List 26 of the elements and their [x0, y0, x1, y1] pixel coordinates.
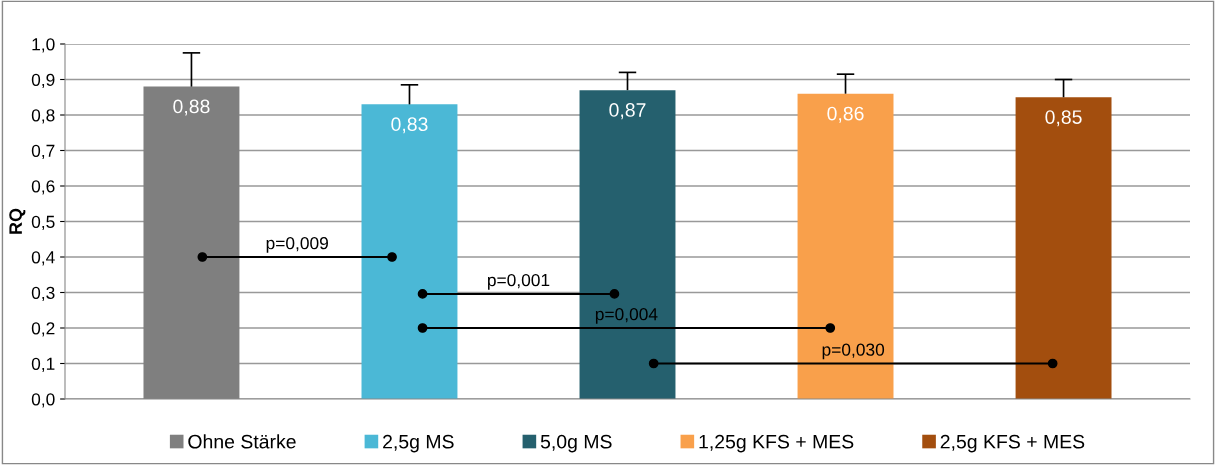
- y-tick-label: 0,8: [31, 109, 55, 124]
- data-label: 0,87: [609, 103, 646, 120]
- legend-label: 5,0g MS: [540, 434, 612, 453]
- y-tick-label: 0,2: [31, 322, 55, 337]
- y-axis-title: RQ: [9, 208, 26, 234]
- y-tick-label: 0,7: [31, 144, 55, 160]
- data-label: 0,88: [173, 99, 210, 116]
- legend-label: 2,5g KFS + MES: [940, 434, 1085, 453]
- y-tick-label: 1,0: [32, 38, 55, 53]
- legend-label: Ohne Stärke: [188, 434, 296, 449]
- data-label: 0,85: [1045, 110, 1082, 127]
- annotation: p=0,004: [595, 308, 658, 324]
- y-tick-label: 0,4: [31, 251, 55, 266]
- y-tick-label: 0,3: [31, 286, 55, 302]
- annotation: p=0,009: [266, 237, 328, 253]
- data-label: 0,86: [827, 106, 864, 123]
- y-tick-label: 0,0: [31, 393, 55, 408]
- y-tick-label: 0,6: [31, 180, 55, 195]
- annotation: p=0,001: [487, 273, 550, 290]
- annotation: p=0,030: [822, 343, 885, 360]
- y-tick-label: 0,1: [31, 357, 55, 373]
- y-tick-label: 0,9: [31, 73, 55, 89]
- y-tick-label: 0,5: [31, 215, 55, 231]
- legend-label: 1,25g KFS + MES: [699, 434, 854, 453]
- legend-label: 2,5g MS: [383, 434, 454, 453]
- data-label: 0,83: [391, 117, 428, 134]
